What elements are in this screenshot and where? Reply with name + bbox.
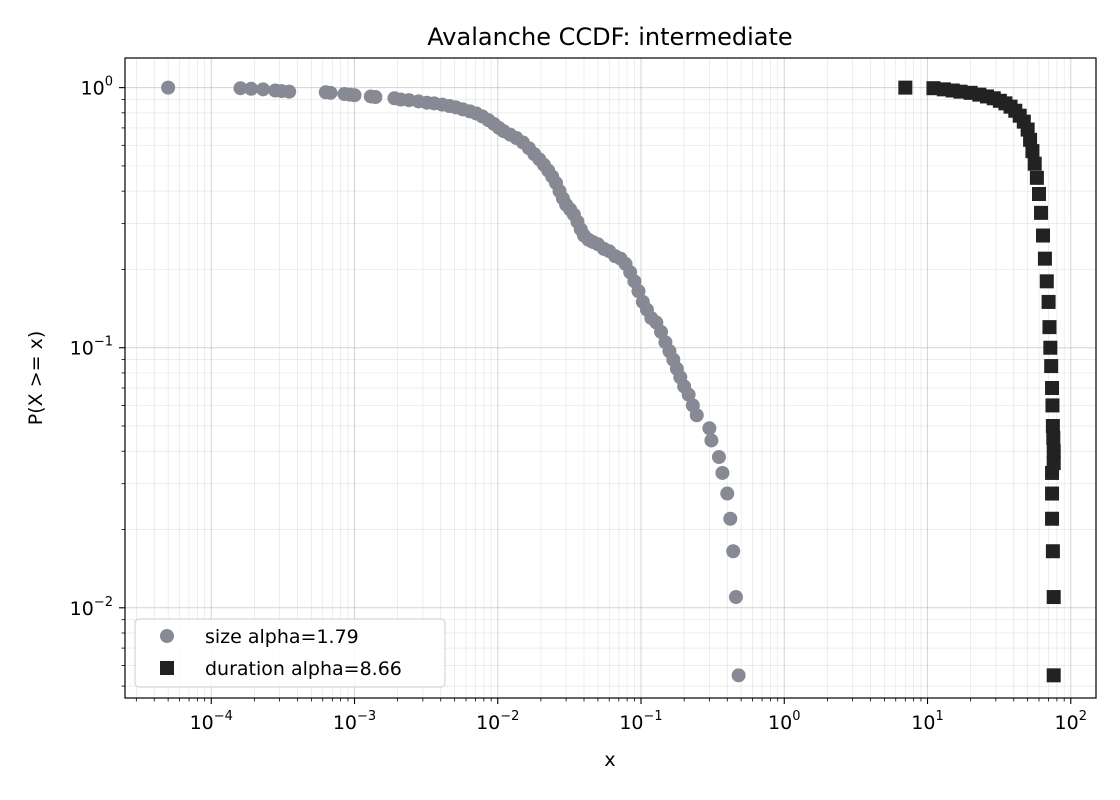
- data-point: [720, 486, 735, 501]
- x-tick-label: 102: [1055, 709, 1087, 734]
- axis-ticks: 10−4 10−3 10−2 10−1 100 101 102 10−2 10−1 100: [70, 75, 1087, 734]
- legend: size alpha=1.79 duration alpha=8.66: [134, 618, 446, 688]
- x-tick-label: 100: [768, 709, 800, 734]
- x-tick-label: 10−4: [190, 709, 233, 734]
- data-point: [1039, 274, 1054, 289]
- data-point: [704, 433, 719, 448]
- data-point: [1036, 228, 1051, 243]
- data-point: [1031, 186, 1046, 201]
- legend-marker-size: [160, 629, 174, 643]
- data-point: [723, 511, 738, 526]
- data-point: [256, 82, 271, 97]
- legend-label-size: size alpha=1.79: [205, 626, 359, 648]
- plot-frame: [124, 57, 1097, 699]
- data-point: [1025, 144, 1040, 159]
- data-point: [1043, 340, 1058, 355]
- data-point: [1023, 132, 1038, 147]
- legend-marker-duration: [160, 661, 174, 675]
- x-tick-label: 101: [911, 709, 943, 734]
- data-point: [323, 85, 338, 100]
- data-point: [1045, 511, 1060, 526]
- data-point: [244, 81, 259, 96]
- x-tick-label: 10−2: [476, 709, 519, 734]
- legend-label-duration: duration alpha=8.66: [205, 658, 402, 680]
- data-point: [1041, 294, 1056, 309]
- y-axis-label: P(X >= x): [25, 331, 47, 425]
- data-point: [1046, 430, 1061, 445]
- x-tick-label: 10−3: [333, 709, 376, 734]
- x-tick-label: 10−1: [619, 709, 662, 734]
- chart-title: Avalanche CCDF: intermediate: [427, 23, 792, 51]
- data-point: [282, 84, 297, 99]
- data-point: [726, 544, 741, 559]
- data-point: [1045, 419, 1060, 434]
- data-point: [1045, 465, 1060, 480]
- data-points: [161, 80, 1061, 683]
- data-point: [711, 450, 726, 465]
- data-point: [731, 668, 746, 683]
- x-axis-label: x: [604, 749, 615, 771]
- data-point: [1037, 251, 1052, 266]
- data-point: [1034, 205, 1049, 220]
- y-tick-label: 100: [81, 75, 113, 100]
- data-point: [702, 421, 717, 436]
- data-point: [1045, 398, 1060, 413]
- y-tick-label: 10−1: [70, 335, 113, 360]
- series-duration: [898, 80, 1061, 683]
- data-point: [1046, 444, 1061, 459]
- data-point: [898, 80, 913, 95]
- data-point: [1042, 320, 1057, 335]
- data-point: [1045, 381, 1060, 396]
- data-point: [1027, 156, 1042, 171]
- data-point: [631, 284, 646, 299]
- data-point: [715, 465, 730, 480]
- data-point: [728, 590, 743, 605]
- data-point: [1045, 486, 1060, 501]
- legend-box: [134, 618, 446, 688]
- data-point: [681, 387, 696, 402]
- data-point: [1045, 544, 1060, 559]
- data-point: [1044, 359, 1059, 374]
- data-point: [161, 80, 176, 95]
- data-point: [1029, 170, 1044, 185]
- data-point: [1046, 668, 1061, 683]
- data-point: [233, 81, 248, 96]
- data-point: [347, 88, 362, 103]
- data-point: [1046, 590, 1061, 605]
- series-size: [161, 80, 746, 683]
- data-point: [368, 90, 383, 105]
- y-tick-label: 10−2: [70, 595, 113, 620]
- data-point: [689, 408, 704, 423]
